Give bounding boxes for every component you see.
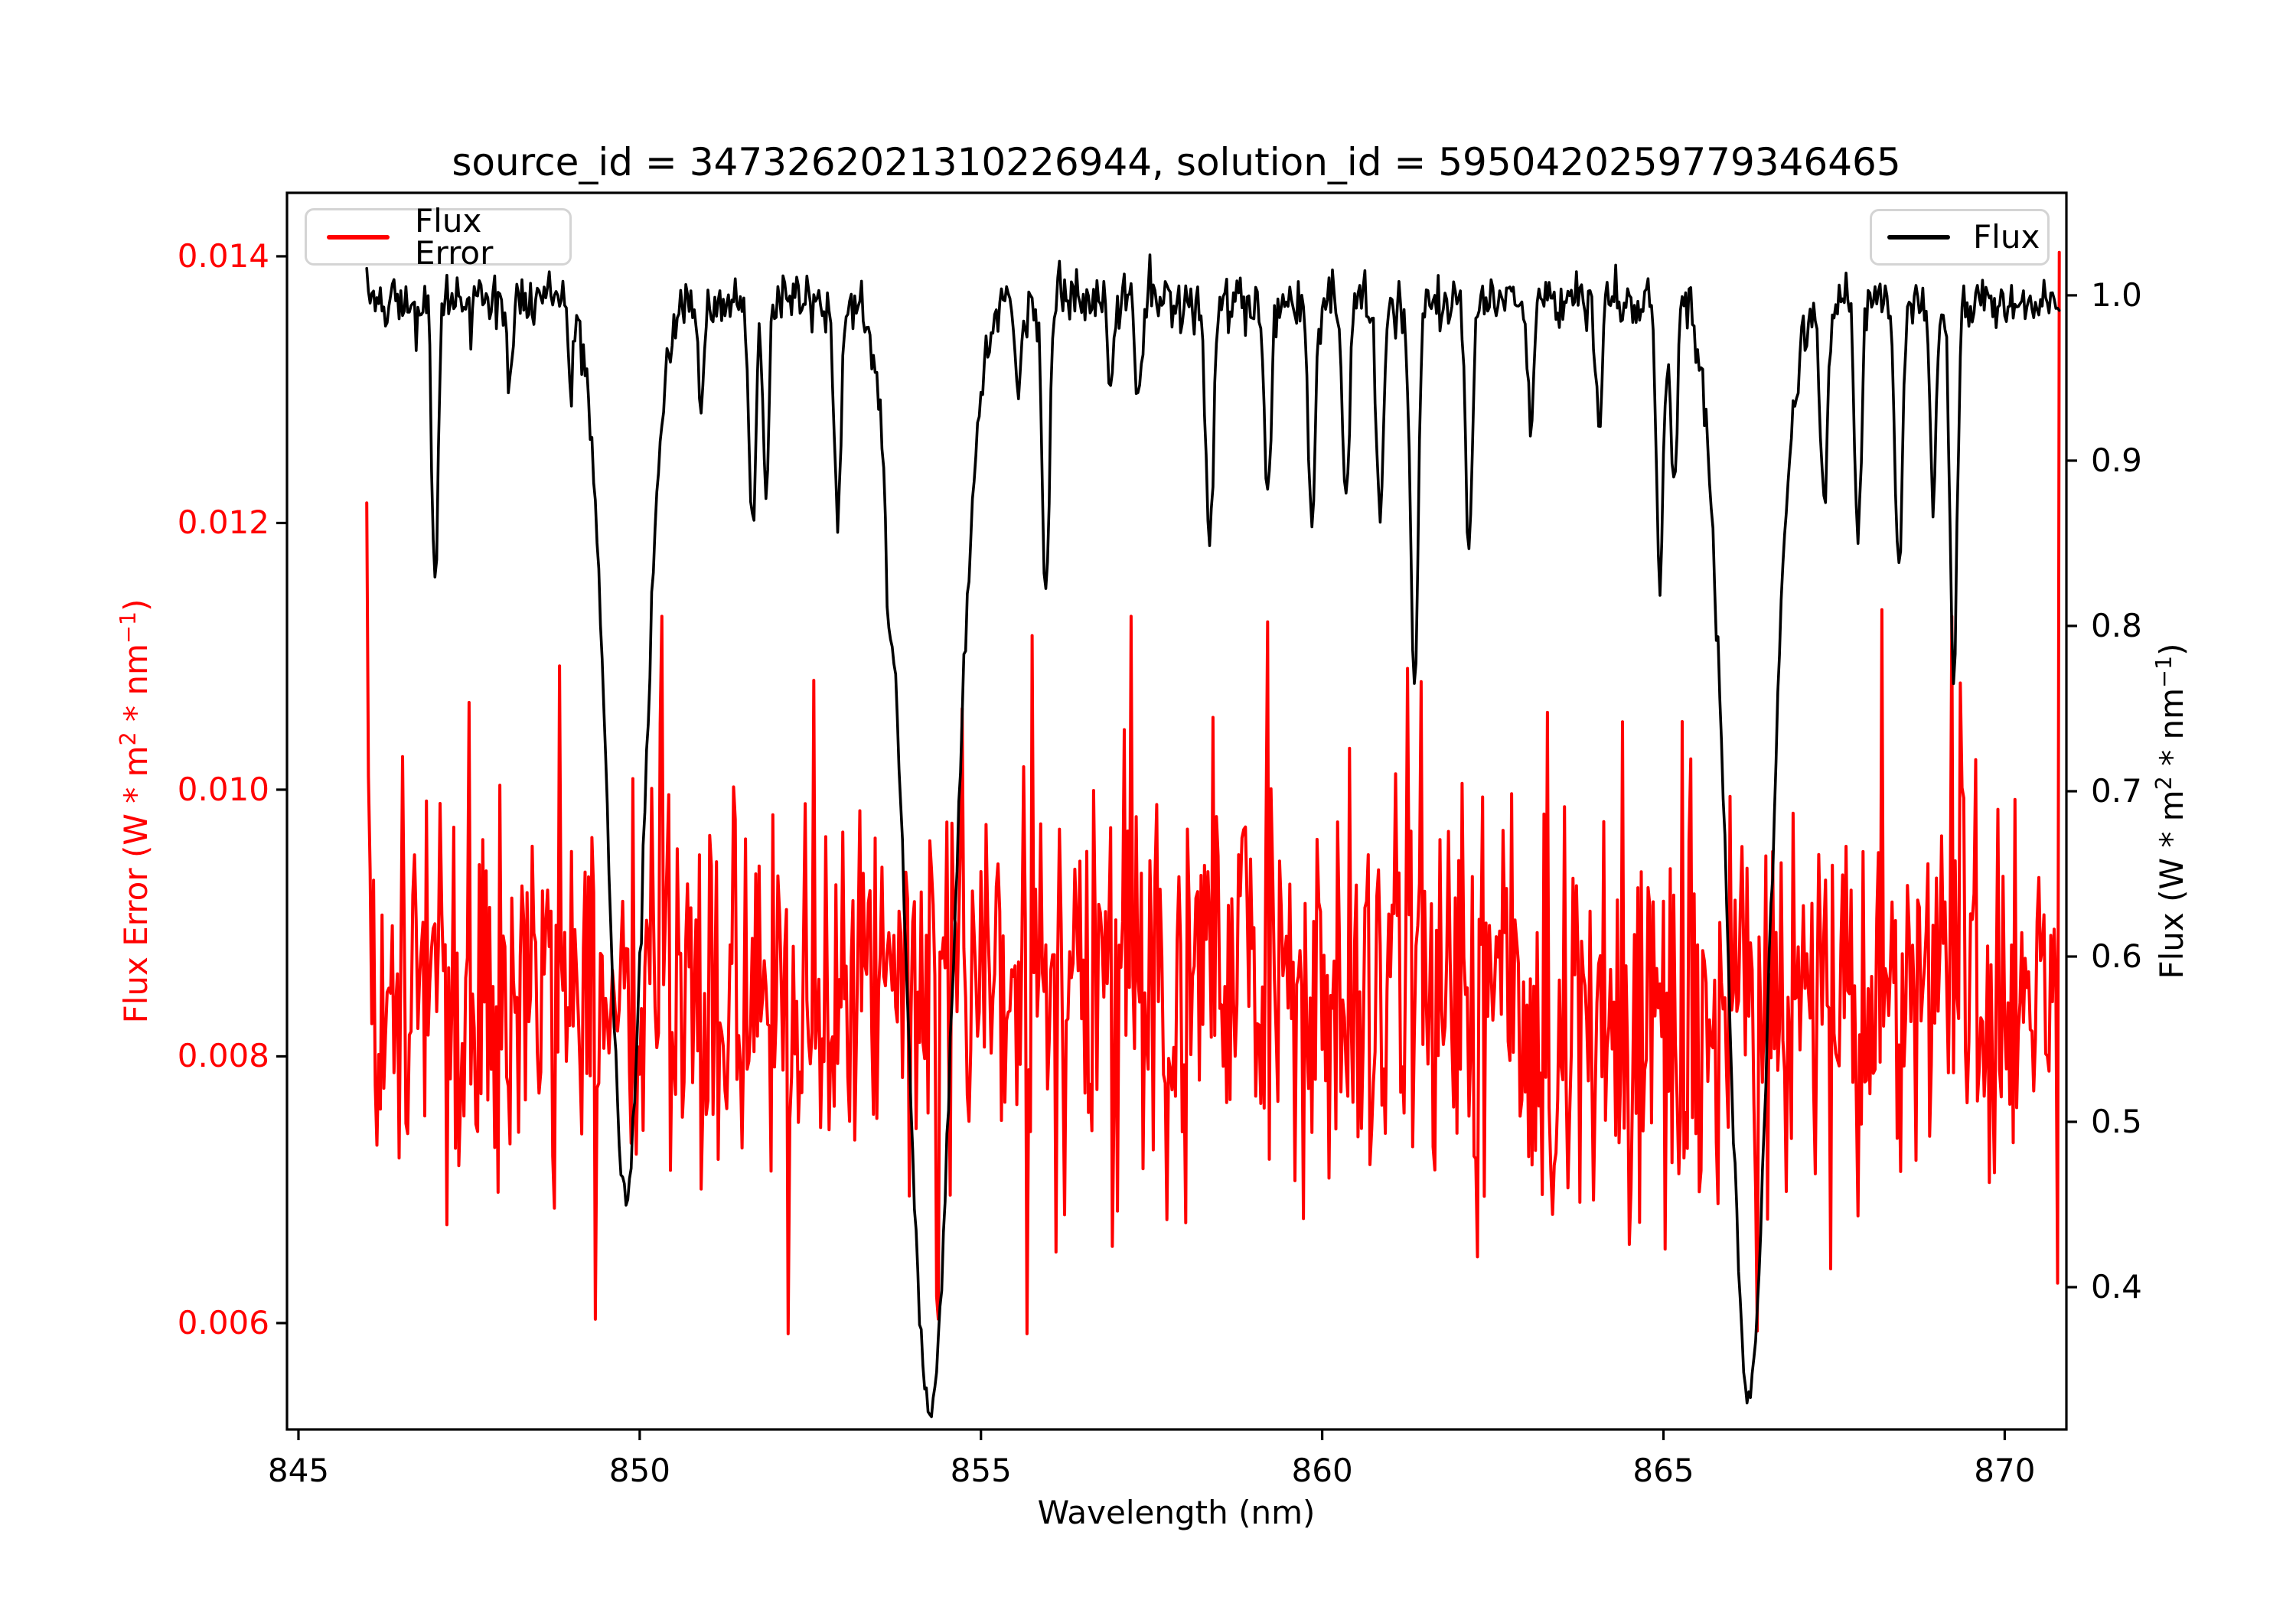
left-y-label-sup2: 2 [115,732,141,746]
flux-series [365,253,2061,1419]
x-tick-label-865: 865 [1632,1452,1694,1489]
chart-title: source_id = 3473262021310226944, solutio… [452,140,1901,184]
left-y-label-mid: * nm [117,644,155,732]
left-y-tick-label-0.008: 0.008 [177,1037,269,1075]
left-y-tick-label-0.012: 0.012 [177,504,269,542]
left-y-tick-label-0.014: 0.014 [177,236,269,275]
x-axis-label: Wavelength (nm) [1037,1494,1316,1531]
right-y-tick-label-0.7: 0.7 [2091,771,2142,810]
right-y-label-mid: * nm [2153,687,2190,777]
x-tick-label-855: 855 [950,1452,1012,1489]
right-y-tick-label-0.9: 0.9 [2091,441,2142,479]
legend-flux-error: Flux Error [305,201,572,272]
right-y-tick-label-0.4: 0.4 [2091,1268,2142,1305]
right-y-tick-label-1.0: 1.0 [2091,275,2142,314]
legend-flux-label: Flux [1973,218,2040,256]
left-y-tick-label-0.006: 0.006 [177,1303,269,1341]
right-y-tick-label-0.5: 0.5 [2091,1102,2142,1140]
legend-flux: Flux [1870,209,2050,266]
flux-error-series [365,250,2061,1335]
legend-flux-error-label: Flux Error [415,201,494,272]
left-y-axis-label: Flux Error (W * m2 * nm−1) [115,352,158,1270]
x-tick-label-860: 860 [1291,1452,1353,1489]
x-tick-label-850: 850 [608,1452,670,1489]
axes-frame [285,191,2068,1431]
legend-flux-line-sample [1887,235,1950,240]
right-y-tick-label-0.6: 0.6 [2091,937,2142,975]
left-y-label-close: ) [117,598,155,611]
left-y-tick-label-0.010: 0.010 [177,770,269,808]
legend-flux-error-line-sample [327,234,390,240]
right-y-tick-label-0.8: 0.8 [2091,606,2142,644]
x-tick-label-845: 845 [267,1452,330,1489]
left-y-label-supm1: −1 [115,611,141,644]
x-tick-label-870: 870 [1974,1452,2036,1489]
right-y-label-supm1: −1 [2151,655,2177,688]
